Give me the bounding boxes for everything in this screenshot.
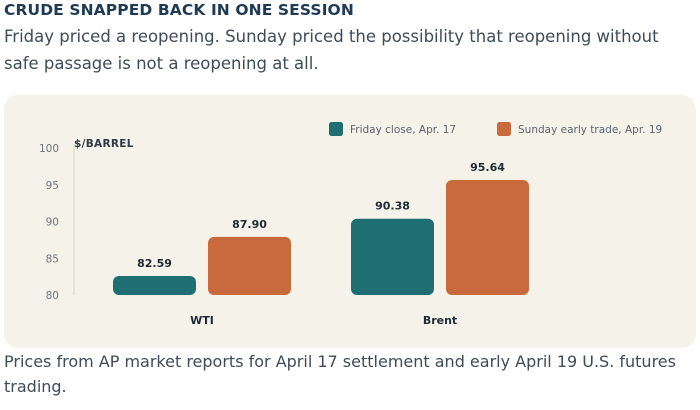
bar-value-label: 82.59 [137, 257, 172, 270]
bar-value-label: 95.64 [470, 161, 505, 174]
bar-chart: 80 85 90 95 100 $/BARREL Friday close, Apr. … [39, 122, 662, 327]
x-category-label: Brent [423, 314, 457, 327]
chart-headline: CRUDE SNAPPED BACK IN ONE SESSION [4, 1, 354, 19]
y-tick-label: 85 [46, 253, 59, 265]
x-axis-categories: WTI Brent [190, 314, 457, 327]
bar-value-label: 90.38 [375, 200, 410, 213]
y-tick-label: 100 [39, 143, 59, 155]
y-tick-label: 95 [46, 180, 59, 192]
y-axis: 80 85 90 95 100 [39, 143, 75, 302]
y-tick-label: 90 [46, 217, 59, 229]
chart-panel: 80 85 90 95 100 $/BARREL Friday close, Apr. … [4, 95, 696, 348]
bar-brent-sunday [446, 180, 529, 295]
chart-legend: Friday close, Apr. 17 Sunday early trade,… [329, 122, 662, 136]
bars: 82.59 87.90 90.38 95.64 [113, 161, 529, 295]
bar-wti-friday [113, 275, 196, 295]
legend-swatch-friday [329, 122, 343, 136]
bar-wti-sunday [208, 236, 291, 295]
legend-label: Sunday early trade, Apr. 19 [518, 124, 662, 136]
y-axis-unit-label: $/BARREL [74, 138, 134, 150]
legend-swatch-sunday [497, 122, 511, 136]
chart-source-note: Prices from AP market reports for April … [4, 352, 676, 396]
chart-dek: Friday priced a reopening. Sunday priced… [4, 27, 659, 73]
x-category-label: WTI [190, 314, 214, 327]
bar-value-label: 87.90 [232, 218, 267, 231]
y-tick-label: 80 [46, 290, 59, 302]
legend-label: Friday close, Apr. 17 [350, 124, 456, 136]
bar-brent-friday [351, 218, 434, 295]
